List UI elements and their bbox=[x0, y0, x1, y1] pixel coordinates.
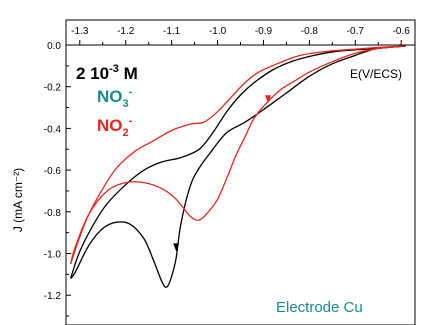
nitrite-label: NO2- bbox=[97, 115, 133, 139]
nitrate-base: NO bbox=[97, 87, 123, 106]
scan-direction-arrow bbox=[265, 95, 272, 104]
x-tick-label: -0.9 bbox=[255, 26, 273, 37]
y-tick-label: -0.4 bbox=[44, 124, 62, 135]
axis-ticks: -1.3 -1.2 -1.1 -1.0 -0.9 -0.8 -0.7 -0.6 0.0 -0.2 -… bbox=[44, 26, 415, 317]
concentration-exponent: -3 bbox=[109, 63, 119, 75]
nitrate-superscript: - bbox=[129, 86, 133, 98]
series-forward-scan bbox=[69, 45, 406, 265]
y-tick-label: -0.2 bbox=[44, 83, 62, 94]
scan-direction-arrow bbox=[173, 243, 180, 252]
y-tick-label: -1.0 bbox=[44, 250, 62, 261]
nitrate-subscript: 3 bbox=[123, 98, 129, 110]
concentration-label: 2 10-3 M bbox=[76, 63, 138, 83]
x-tick-label: -1.1 bbox=[163, 26, 181, 37]
y-tick-label: -1.2 bbox=[44, 291, 62, 302]
x-axis-title: E(V/ECS) bbox=[350, 67, 402, 81]
concentration-unit: M bbox=[119, 64, 138, 83]
x-tick-label: -0.7 bbox=[347, 26, 365, 37]
series-layer bbox=[69, 45, 406, 288]
nitrite-base: NO bbox=[97, 116, 123, 135]
y-axis-title: J (mA cm⁻²) bbox=[11, 168, 25, 232]
x-tick-label: -1.3 bbox=[71, 26, 89, 37]
nitrite-subscript: 2 bbox=[123, 127, 129, 139]
x-tick-label: -1.2 bbox=[117, 26, 135, 37]
plot-frame bbox=[65, 19, 416, 325]
nitrate-label: NO3- bbox=[97, 86, 133, 110]
series-0 bbox=[69, 45, 406, 288]
series-reverse-scan bbox=[69, 45, 406, 279]
series-reverse-scan bbox=[69, 45, 406, 265]
series-1 bbox=[69, 45, 406, 265]
y-tick-label: -0.6 bbox=[44, 166, 62, 177]
electrode-label: Electrode Cu bbox=[276, 299, 363, 316]
concentration-base: 2 10 bbox=[76, 64, 109, 83]
y-tick-label: -0.8 bbox=[44, 208, 62, 219]
y-tick-label: 0.0 bbox=[47, 41, 61, 52]
x-tick-label: -0.6 bbox=[393, 26, 411, 37]
x-tick-label: -1.0 bbox=[209, 26, 227, 37]
nitrite-superscript: - bbox=[129, 115, 133, 127]
x-tick-label: -0.8 bbox=[301, 26, 319, 37]
series-forward-scan bbox=[70, 45, 406, 288]
